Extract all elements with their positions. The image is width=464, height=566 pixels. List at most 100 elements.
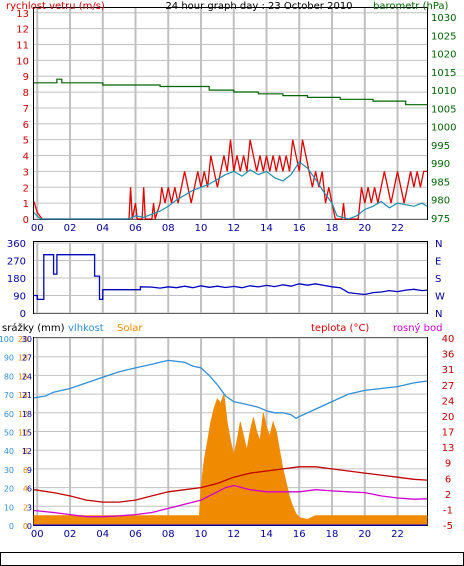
- rain-tick-label: 15: [22, 429, 32, 438]
- x-tick-label-bottom: 14: [260, 529, 273, 540]
- x-tick-label-top: 00: [31, 223, 44, 234]
- solar-tick-label: 16: [18, 372, 28, 381]
- x-tick-label-top: 18: [326, 223, 339, 234]
- solar-tick-label: 18: [18, 354, 28, 363]
- x-tick-label-bottom: 12: [227, 529, 240, 540]
- solar-tick-label: 4: [23, 485, 28, 494]
- solar-tick-label: 2: [23, 503, 28, 512]
- wind-tick-label: 7: [23, 104, 29, 115]
- x-tick-label-bottom: 18: [326, 529, 339, 540]
- solar-tick-label: 20: [18, 335, 28, 344]
- wind-tick-label: 0: [23, 215, 29, 226]
- x-tick-label-top: 04: [96, 223, 109, 234]
- pressure-tick-label: 1015: [431, 68, 456, 79]
- chart-title: 24 hour graph day : 23 October 2010: [165, 1, 352, 12]
- solar-area: [33, 393, 428, 526]
- pressure-tick-label: 1005: [431, 104, 456, 115]
- solar-tick-label: 10: [18, 429, 28, 438]
- humidity-tick-label: 100: [0, 335, 14, 344]
- wind-axis-label: rychlost vetru (m/s): [6, 1, 105, 12]
- pressure-axis-label: barometr (hPa): [373, 1, 449, 12]
- wind-panel-frame: [33, 7, 428, 220]
- temperature-tick-label: 36: [442, 350, 455, 361]
- wind-tick-label: 9: [23, 72, 29, 83]
- wind-tick-label: 8: [23, 88, 29, 99]
- temperature-tick-label: 17: [442, 428, 455, 439]
- pressure-tick-label: 1025: [431, 31, 456, 42]
- wind-tick-label: 5: [23, 136, 29, 147]
- x-tick-label-bottom: 02: [64, 529, 77, 540]
- dewpoint-series: [33, 484, 428, 518]
- x-tick-label-bottom: 10: [195, 529, 208, 540]
- rain-tick-label: 27: [22, 354, 32, 363]
- x-tick-label-top: 10: [195, 223, 208, 234]
- wind-panel-tick-labels: 0123456789101112139759809859909951000100…: [16, 9, 456, 226]
- humidity-tick-label: 40: [4, 447, 14, 456]
- wind-tick-label: 11: [16, 40, 29, 51]
- humidity-tick-label: 0: [9, 522, 14, 531]
- x-tick-labels: 00 00 02 02 04 04 06 06 08 08 10 10 12 12 14 14 16 16 18 18…: [31, 223, 404, 540]
- temperature-tick-label: 24: [442, 396, 455, 407]
- rain-tick-label: 24: [22, 372, 32, 381]
- rain-tick-label: 6: [27, 485, 32, 494]
- rain-tick-label: 9: [27, 466, 32, 475]
- humidity-tick-label: 20: [4, 485, 14, 494]
- humidity-series: [33, 359, 428, 420]
- x-tick-label-bottom: 16: [293, 529, 306, 540]
- direction-tick-label: 360: [7, 239, 26, 250]
- pressure-tick-label: 1020: [431, 50, 456, 61]
- direction-tick-label: 90: [13, 292, 26, 303]
- pressure-tick-label: 1010: [431, 86, 456, 97]
- x-tick-label-bottom: 08: [162, 529, 175, 540]
- temperature-axis-label: teplota (°C): [311, 323, 369, 334]
- temperature-tick-label: -1: [443, 505, 453, 516]
- rain-tick-label: 0: [27, 522, 32, 531]
- x-tick-label-top: 14: [260, 223, 273, 234]
- wind-tick-label: 12: [16, 25, 29, 36]
- direction-compass-label: S: [435, 274, 441, 285]
- x-tick-label-bottom: 20: [358, 529, 371, 540]
- rain-tick-label: 12: [22, 447, 32, 456]
- wind-tick-label: 6: [23, 120, 29, 131]
- temperature-tick-label: 2: [445, 490, 451, 501]
- pressure-tick-label: 1030: [431, 13, 456, 24]
- wind-average-series: [33, 161, 428, 220]
- rain-tick-label: 18: [22, 410, 32, 419]
- temperature-tick-label: -5: [443, 521, 453, 532]
- x-tick-label-top: 08: [162, 223, 175, 234]
- temperature-series: [33, 466, 428, 503]
- temperature-tick-label: 6: [445, 474, 451, 485]
- pressure-tick-label: 985: [431, 177, 450, 188]
- humidity-tick-label: 70: [4, 391, 14, 400]
- solar-axis-label: Solar: [117, 323, 143, 334]
- temperature-tick-label: 40: [442, 334, 455, 345]
- temperature-tick-label: 27: [442, 381, 455, 392]
- direction-tick-label: 0: [20, 309, 26, 320]
- x-tick-label-top: 20: [358, 223, 371, 234]
- pressure-tick-label: 975: [431, 214, 450, 225]
- rain-tick-label: 21: [22, 391, 32, 400]
- x-tick-label-top: 02: [64, 223, 77, 234]
- x-tick-label-top: 12: [227, 223, 240, 234]
- rain-axis-label: srážky (mm): [2, 322, 65, 334]
- rain-tick-label: 3: [27, 503, 32, 512]
- x-tick-label-bottom: 22: [391, 529, 404, 540]
- dewpoint-axis-label: rosný bod: [393, 322, 442, 334]
- wind-tick-label: 13: [16, 9, 29, 20]
- humidity-tick-label: 30: [4, 466, 14, 475]
- wind-direction-series: [34, 254, 428, 301]
- pressure-tick-label: 990: [431, 159, 450, 170]
- solar-tick-label: 14: [18, 391, 28, 400]
- direction-compass-label: N: [435, 239, 442, 250]
- pressure-tick-label: 1000: [431, 123, 456, 134]
- wind-gust-series: [33, 139, 427, 220]
- solar-tick-label: 8: [23, 447, 28, 456]
- wind-tick-label: 3: [23, 167, 29, 178]
- humidity-tick-label: 80: [4, 372, 14, 381]
- pressure-series: [34, 78, 427, 106]
- direction-tick-label: 180: [7, 274, 26, 285]
- direction-compass-label: N: [435, 309, 442, 320]
